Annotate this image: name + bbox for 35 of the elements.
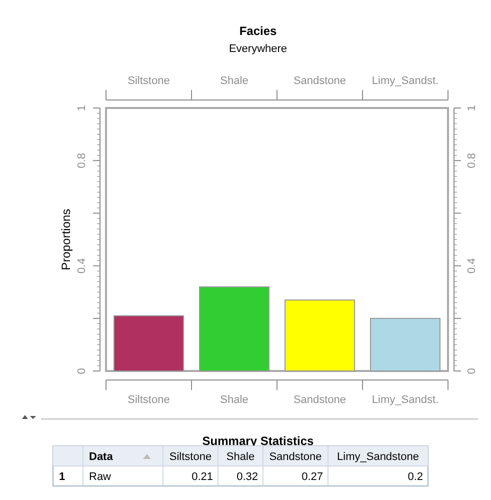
chart-title: Facies: [239, 24, 278, 38]
text: Limy_Sandstone: [337, 451, 419, 463]
y-tick-label: 0.8: [76, 152, 88, 168]
text: Data: [89, 451, 114, 463]
text: Summary Statistics: [202, 434, 314, 448]
chart-subtitle: Everywhere: [228, 43, 288, 55]
y2-tick-label: 0.4: [466, 258, 478, 274]
text: Siltstone: [169, 451, 212, 463]
text: 0.21: [192, 471, 213, 483]
text: 1: [59, 471, 66, 483]
y-tick-label: 1: [76, 104, 88, 112]
text: Shale: [226, 451, 255, 463]
category-label: Siltstone: [128, 394, 170, 406]
text: 0.32: [236, 471, 258, 483]
x-tick-label: Siltstone: [128, 75, 170, 87]
bar: [114, 315, 184, 372]
bar: [199, 286, 270, 372]
category-label: Limy_Sandst.: [372, 394, 439, 406]
y2-tick-label: 0: [466, 368, 478, 374]
y2-tick-label: 0.8: [466, 152, 478, 168]
y-axis-title: Proportions: [59, 208, 73, 270]
text: Sandstone: [269, 451, 322, 463]
bar: [370, 318, 440, 372]
x-tick-label: Limy_Sandst.: [372, 75, 439, 87]
y2-tick-label: 1: [466, 104, 478, 112]
x-tick-label: Sandstone: [293, 75, 346, 87]
text: 0.27: [302, 471, 323, 483]
category-label: Sandstone: [293, 394, 346, 406]
bar: [284, 299, 355, 372]
category-label: Shale: [220, 394, 248, 406]
y-tick-label: 0: [76, 368, 88, 374]
text: Raw: [89, 471, 112, 483]
text: 0.2: [408, 471, 423, 483]
y-tick-label: 0.4: [76, 258, 88, 274]
x-tick-label: Shale: [220, 75, 248, 87]
